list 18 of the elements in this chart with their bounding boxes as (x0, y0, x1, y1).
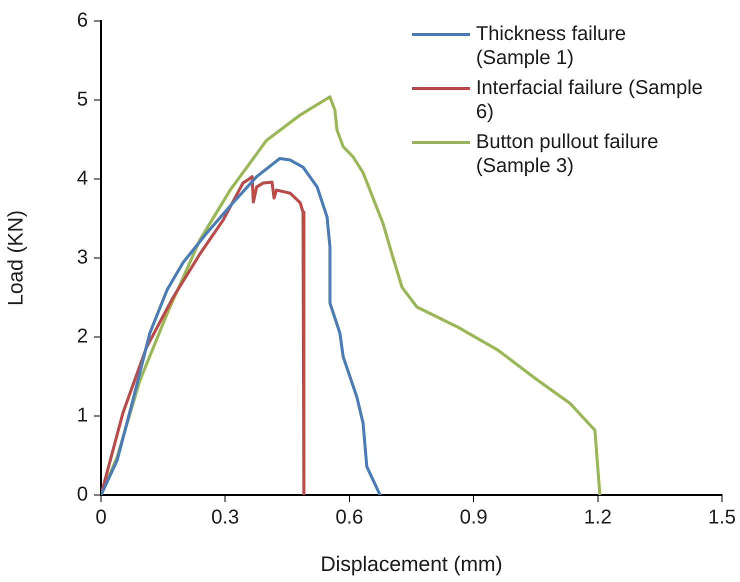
x-tick-label: 1.2 (584, 506, 612, 529)
x-axis-title: Displacement (mm) (320, 553, 503, 576)
y-tick-label: 2 (76, 326, 88, 348)
x-tick-label: 0.3 (211, 506, 240, 529)
x-tick-label: 0.6 (335, 506, 364, 529)
x-tick-label: 0 (95, 506, 107, 529)
legend-label: Thickness failure (Sample 1) (476, 22, 628, 70)
y-tick-label: 0 (76, 484, 88, 506)
x-tick-label: 0.9 (460, 506, 488, 529)
y-tick-label: 5 (76, 88, 88, 111)
y-tick-label: 4 (76, 168, 88, 190)
y-axis-title: Load (KN) (4, 210, 28, 306)
x-tick-label: 1.5 (708, 506, 736, 529)
y-tick-label: 3 (76, 246, 88, 269)
legend-label: Interfacial failure (Sample 6) (476, 76, 704, 124)
y-tick-label: 6 (76, 10, 88, 32)
legend-label: Button pullout failure (Sample 3) (476, 130, 660, 178)
y-tick-label: 1 (76, 404, 88, 427)
